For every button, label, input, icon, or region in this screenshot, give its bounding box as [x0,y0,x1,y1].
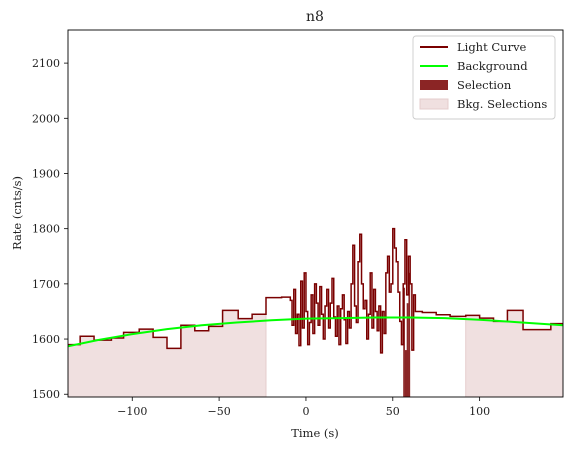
selection-bar [408,272,411,397]
selection-bar [403,287,405,397]
x-tick-label: 50 [386,405,400,418]
chart-title: n8 [306,9,324,25]
selection-layer [403,272,411,397]
x-axis-label: Time (s) [291,426,339,440]
legend-label-background: Background [457,59,528,73]
y-tick-label: 1800 [32,223,60,236]
x-tick-label: 0 [302,405,309,418]
background-fit-layer [68,316,563,348]
y-tick-label: 2000 [32,112,60,125]
background-fit-line [68,316,563,348]
y-tick-label: 2100 [32,57,60,70]
x-tick-label: −50 [207,405,230,418]
plot-frame [67,29,564,398]
y-axis-label: Rate (cnts/s) [10,176,24,250]
x-axis: −100 −50 0 50 100 [117,397,490,418]
y-axis: 1500 1600 1700 1800 1900 2000 2100 [32,57,68,401]
legend-label-bkg-selections: Bkg. Selections [457,97,547,111]
x-tick-label: −100 [117,405,147,418]
y-tick-label: 1700 [32,278,60,291]
legend: Light Curve Background Selection Bkg. Se… [412,35,556,120]
x-tick-label: 100 [469,405,490,418]
legend-label-light-curve: Light Curve [457,40,527,54]
light-curve-layer [68,227,563,354]
y-tick-label: 1900 [32,167,60,180]
y-tick-label: 1600 [32,333,60,346]
selection-bar [404,350,409,397]
y-tick-label: 1500 [32,388,60,401]
light-curve-line [68,227,563,354]
legend-label-selection: Selection [457,78,512,92]
legend-box [412,35,556,120]
legend-swatch-selection [420,80,448,90]
legend-swatch-bkg-selections [419,98,449,110]
